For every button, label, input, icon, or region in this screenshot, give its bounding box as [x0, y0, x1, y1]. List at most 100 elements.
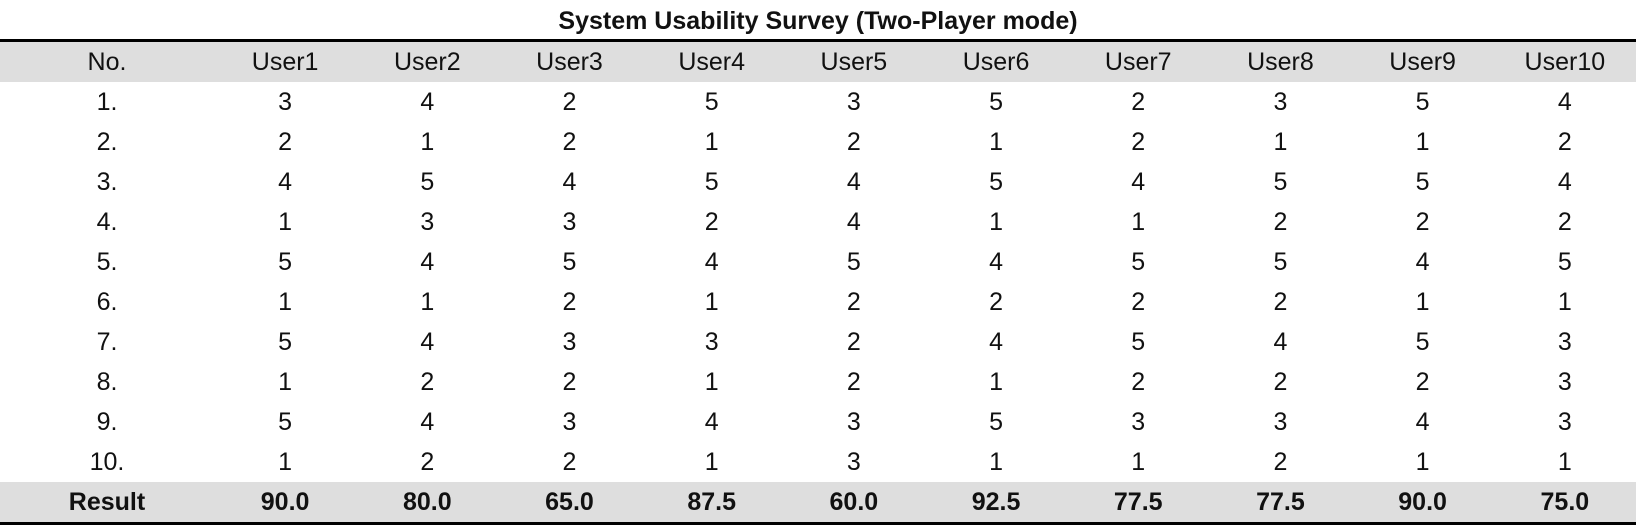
score-cell: 4 — [420, 87, 435, 116]
score-cell: 4 — [1273, 327, 1288, 356]
score-cell: 4 — [420, 407, 435, 436]
score-cell: 2 — [1415, 367, 1430, 396]
score-cell: 1 — [278, 287, 293, 316]
score-cell: 5 — [989, 407, 1003, 436]
score-cell: 4 — [704, 247, 719, 276]
result-cell: 77.5 — [1209, 482, 1352, 525]
score-cell: 2 — [846, 127, 861, 156]
column-header-user4: User4 — [640, 39, 783, 82]
score-cell: 5 — [846, 247, 861, 276]
score-cell: 4 — [846, 207, 861, 236]
score-cell: 3 — [704, 327, 719, 356]
column-header-user8: User8 — [1209, 39, 1352, 82]
score-cell: 1 — [704, 287, 719, 316]
score-cell: 5 — [1131, 247, 1146, 276]
header-row: No. User1 User2 User3 User4 User5 User6 … — [0, 39, 1636, 82]
score-cell: 3 — [1557, 367, 1572, 396]
score-cell: 2 — [420, 367, 435, 396]
score-cell: 2 — [1131, 127, 1146, 156]
table-row: 3. 4 5 4 5 4 5 4 5 5 4 — [0, 162, 1636, 202]
question-number-cell: 6. — [96, 287, 118, 316]
score-cell: 5 — [1557, 247, 1572, 276]
score-cell: 1 — [1557, 447, 1572, 476]
table-header: No. User1 User2 User3 User4 User5 User6 … — [0, 39, 1636, 82]
table-row: 10. 1 2 2 1 3 1 1 2 1 1 — [0, 442, 1636, 482]
score-cell: 2 — [846, 287, 861, 316]
score-cell: 1 — [1273, 127, 1288, 156]
score-cell: 2 — [1273, 367, 1288, 396]
question-number-cell: 2. — [96, 127, 118, 156]
result-cell: 90.0 — [214, 482, 357, 525]
score-cell: 3 — [1273, 87, 1288, 116]
column-header-user5: User5 — [782, 39, 925, 82]
result-row: Result 90.0 80.0 65.0 87.5 60.0 92.5 77.… — [0, 482, 1636, 525]
score-cell: 3 — [562, 327, 577, 356]
score-cell: 1 — [278, 447, 293, 476]
question-number-cell: 4. — [96, 207, 118, 236]
score-cell: 1 — [704, 367, 719, 396]
score-cell: 5 — [704, 87, 719, 116]
score-cell: 4 — [846, 167, 861, 196]
score-cell: 3 — [1273, 407, 1288, 436]
score-cell: 5 — [989, 87, 1003, 116]
question-number-cell: 10. — [89, 447, 125, 476]
score-cell: 5 — [1415, 167, 1430, 196]
score-cell: 1 — [704, 127, 719, 156]
table-row: 8. 1 2 2 1 2 1 2 2 2 3 — [0, 362, 1636, 402]
score-cell: 5 — [1415, 327, 1430, 356]
score-cell: 4 — [1415, 247, 1430, 276]
column-header-no: No. — [0, 39, 215, 82]
question-number-cell: 3. — [96, 167, 118, 196]
table-body: 1. 3 4 2 5 3 5 2 3 5 4 2. 2 1 2 1 2 1 2 — [0, 82, 1636, 482]
score-cell: 2 — [562, 447, 577, 476]
score-cell: 3 — [278, 87, 293, 116]
score-cell: 3 — [1557, 327, 1572, 356]
column-header-user10: User10 — [1493, 39, 1636, 82]
column-header-user7: User7 — [1067, 39, 1210, 82]
score-cell: 2 — [1131, 367, 1146, 396]
result-cell: 65.0 — [498, 482, 641, 525]
result-cell: 87.5 — [640, 482, 783, 525]
score-cell: 1 — [989, 127, 1003, 156]
score-cell: 1 — [989, 447, 1003, 476]
score-cell: 2 — [846, 367, 861, 396]
table-row: 5. 5 4 5 4 5 4 5 5 4 5 — [0, 242, 1636, 282]
score-cell: 1 — [420, 287, 435, 316]
score-cell: 2 — [1131, 287, 1146, 316]
score-cell: 2 — [1273, 287, 1288, 316]
score-cell: 1 — [1557, 287, 1572, 316]
question-number-cell: 9. — [96, 407, 118, 436]
score-cell: 3 — [562, 407, 577, 436]
score-cell: 2 — [562, 127, 577, 156]
score-cell: 4 — [1557, 167, 1572, 196]
score-cell: 1 — [420, 127, 435, 156]
result-cell: 80.0 — [356, 482, 499, 525]
score-cell: 5 — [1273, 247, 1288, 276]
score-cell: 1 — [989, 207, 1003, 236]
score-cell: 1 — [1415, 447, 1430, 476]
score-cell: 2 — [1273, 447, 1288, 476]
score-cell: 3 — [1131, 407, 1146, 436]
result-cell: 92.5 — [924, 482, 1068, 525]
score-cell: 2 — [1557, 127, 1572, 156]
survey-table: No. User1 User2 User3 User4 User5 User6 … — [0, 39, 1636, 525]
score-cell: 4 — [420, 247, 435, 276]
score-cell: 2 — [278, 127, 293, 156]
score-cell: 4 — [562, 167, 577, 196]
score-cell: 2 — [562, 87, 577, 116]
score-cell: 3 — [562, 207, 577, 236]
score-cell: 2 — [562, 367, 577, 396]
table-title: System Usability Survey (Two-Player mode… — [558, 7, 1078, 35]
score-cell: 3 — [846, 407, 861, 436]
result-cell: 75.0 — [1493, 482, 1636, 525]
table-footer: Result 90.0 80.0 65.0 87.5 60.0 92.5 77.… — [0, 482, 1636, 525]
score-cell: 5 — [989, 167, 1003, 196]
score-cell: 1 — [1131, 207, 1146, 236]
result-label: Result — [0, 482, 215, 525]
result-cell: 60.0 — [782, 482, 925, 525]
table-row: 7. 5 4 3 3 2 4 5 4 5 3 — [0, 322, 1636, 362]
score-cell: 4 — [1557, 87, 1572, 116]
column-header-user1: User1 — [214, 39, 357, 82]
column-header-user2: User2 — [356, 39, 499, 82]
